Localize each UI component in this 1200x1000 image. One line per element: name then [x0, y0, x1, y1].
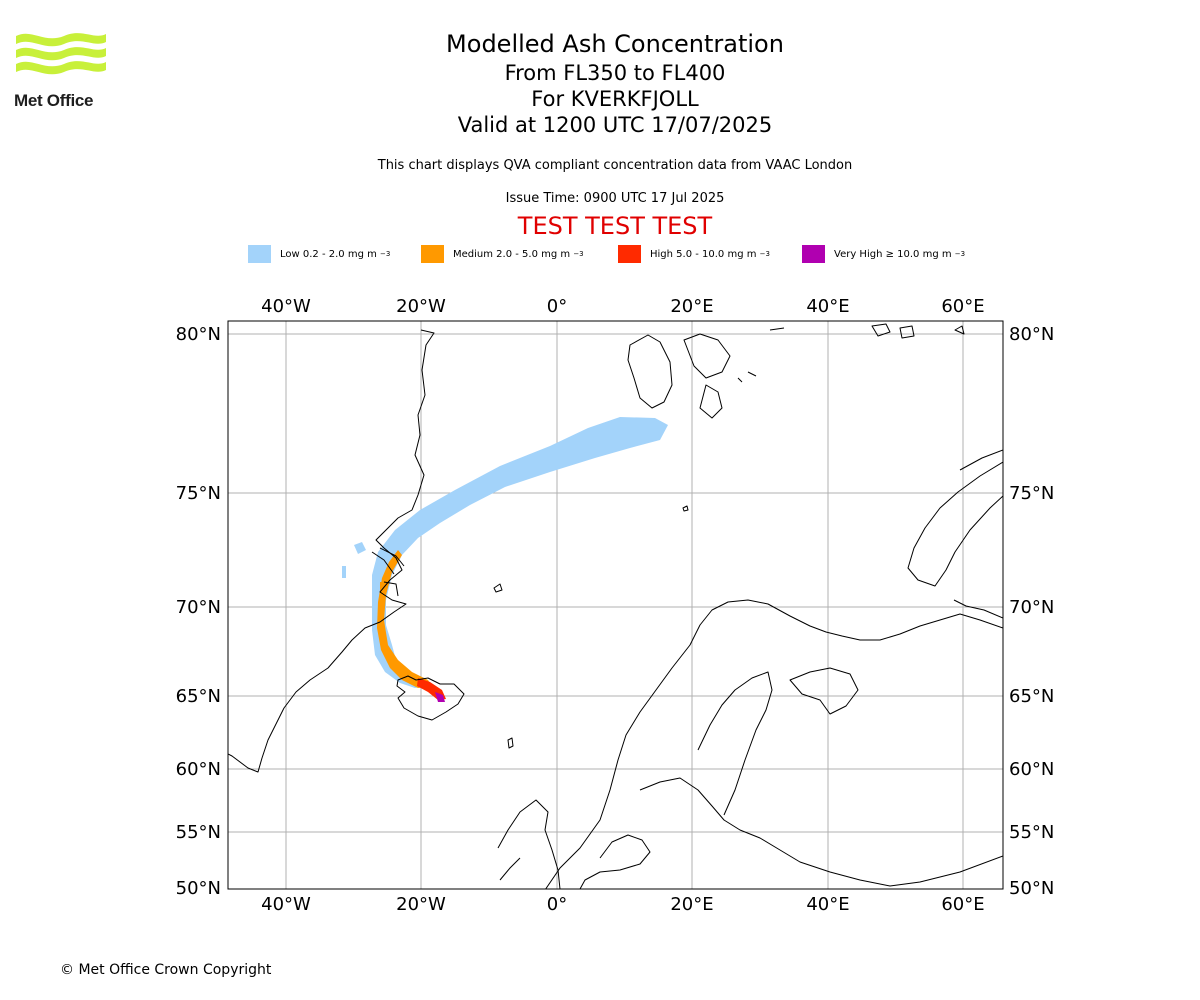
lon-label: 0° — [547, 894, 567, 915]
novaya-zemlya — [907, 449, 1003, 587]
lon-label: 20°W — [396, 296, 446, 317]
lat-label: 80°N — [176, 324, 221, 345]
lon-label: 20°E — [670, 894, 713, 915]
greenland-coast — [228, 329, 435, 773]
chart-title-block: Modelled Ash Concentration From FL350 to… — [315, 28, 915, 138]
lon-label: 40°E — [806, 296, 849, 317]
lat-label: 70°N — [1009, 597, 1054, 618]
issue-time: Issue Time: 0900 UTC 17 Jul 2025 — [505, 191, 725, 206]
flight-level-range: From FL350 to FL400 — [504, 61, 726, 85]
map-gridlines — [228, 321, 1003, 889]
valid-time: Valid at 1200 UTC 17/07/2025 — [457, 113, 773, 137]
baltic-and-mainland — [639, 777, 1003, 887]
kola-white-sea — [789, 667, 859, 715]
lon-label: 60°E — [941, 894, 984, 915]
svalbard-coast — [627, 333, 731, 419]
copyright-notice: © Met Office Crown Copyright — [60, 962, 272, 978]
kara-sea-coast — [953, 599, 1003, 619]
legend-item-high: High 5.0 - 10.0 mg m −3 — [618, 244, 770, 264]
lon-labels-top: 40°W 20°W 0° 20°E 40°E 60°E — [261, 296, 984, 317]
lon-label: 40°W — [261, 296, 311, 317]
lat-label: 65°N — [1009, 686, 1054, 707]
ash-medium-region — [377, 550, 432, 688]
lat-label: 55°N — [1009, 822, 1054, 843]
lat-label: 75°N — [176, 483, 221, 504]
gulf-of-bothnia — [697, 671, 773, 816]
lon-label: 20°W — [396, 894, 446, 915]
franz-josef-land — [871, 323, 965, 339]
faroe-islands — [507, 737, 514, 749]
legend-label-medium: Medium 2.0 - 5.0 mg m — [453, 248, 571, 260]
met-office-waves-icon — [16, 33, 106, 75]
lat-label: 80°N — [1009, 324, 1054, 345]
legend-exponent: −3 — [954, 250, 966, 258]
uk-scotland — [497, 799, 561, 889]
lon-label: 20°E — [670, 296, 713, 317]
legend-swatch-high — [618, 245, 641, 263]
lon-labels-bottom: 40°W 20°W 0° 20°E 40°E 60°E — [261, 894, 984, 915]
lon-label: 40°E — [806, 894, 849, 915]
legend-label-high: High 5.0 - 10.0 mg m — [650, 248, 757, 260]
legend-swatch-medium — [421, 245, 444, 263]
chart-title: Modelled Ash Concentration — [446, 30, 784, 58]
volcano-name: For KVERKFJOLL — [531, 87, 699, 111]
lat-label: 60°N — [1009, 759, 1054, 780]
legend-item-low: Low 0.2 - 2.0 mg m −3 — [248, 244, 390, 264]
chart-subtitle: This chart displays QVA compliant concen… — [377, 158, 853, 173]
map-frame — [227, 320, 1004, 890]
lat-labels-left: 80°N 75°N 70°N 65°N 60°N 55°N 50°N — [176, 324, 221, 899]
legend-item-very-high: Very High ≥ 10.0 mg m −3 — [802, 244, 965, 264]
legend-exponent: −3 — [380, 250, 391, 258]
iceland-coast — [396, 675, 465, 721]
coastlines — [228, 323, 1003, 889]
ash-plume — [342, 417, 668, 702]
ash-low-patch — [342, 566, 346, 578]
lat-label: 60°N — [176, 759, 221, 780]
met-office-logo: Met Office — [14, 30, 110, 112]
legend-swatch-very-high — [802, 245, 825, 263]
scandinavia-coast — [545, 599, 1003, 889]
lat-labels-right: 80°N 75°N 70°N 65°N 60°N 55°N 50°N — [1009, 324, 1054, 899]
test-banner: TEST TEST TEST — [517, 212, 713, 240]
lon-label: 60°E — [941, 296, 984, 317]
ash-very-high-region — [435, 692, 445, 702]
legend-item-medium: Medium 2.0 - 5.0 mg m −3 — [421, 244, 584, 264]
lat-label: 75°N — [1009, 483, 1054, 504]
bear-island — [682, 505, 689, 512]
jan-mayen — [493, 583, 503, 593]
lon-label: 0° — [547, 296, 567, 317]
legend-label-very-high: Very High ≥ 10.0 mg m — [834, 248, 952, 260]
lat-label: 70°N — [176, 597, 221, 618]
logo-text: Met Office — [14, 91, 94, 110]
lat-label: 65°N — [176, 686, 221, 707]
legend-exponent: −3 — [759, 250, 770, 258]
lat-label: 55°N — [176, 822, 221, 843]
small-islands — [737, 327, 785, 383]
lat-label: 50°N — [176, 878, 221, 899]
greenland-fjords — [371, 547, 405, 597]
ash-low-region — [372, 417, 668, 688]
lat-label: 50°N — [1009, 878, 1054, 899]
legend-swatch-low — [248, 245, 271, 263]
ash-low-patch — [354, 542, 366, 554]
lon-label: 40°W — [261, 894, 311, 915]
legend-exponent: −3 — [573, 250, 584, 258]
denmark-germany — [579, 834, 651, 889]
legend-label-low: Low 0.2 - 2.0 mg m — [280, 248, 377, 260]
